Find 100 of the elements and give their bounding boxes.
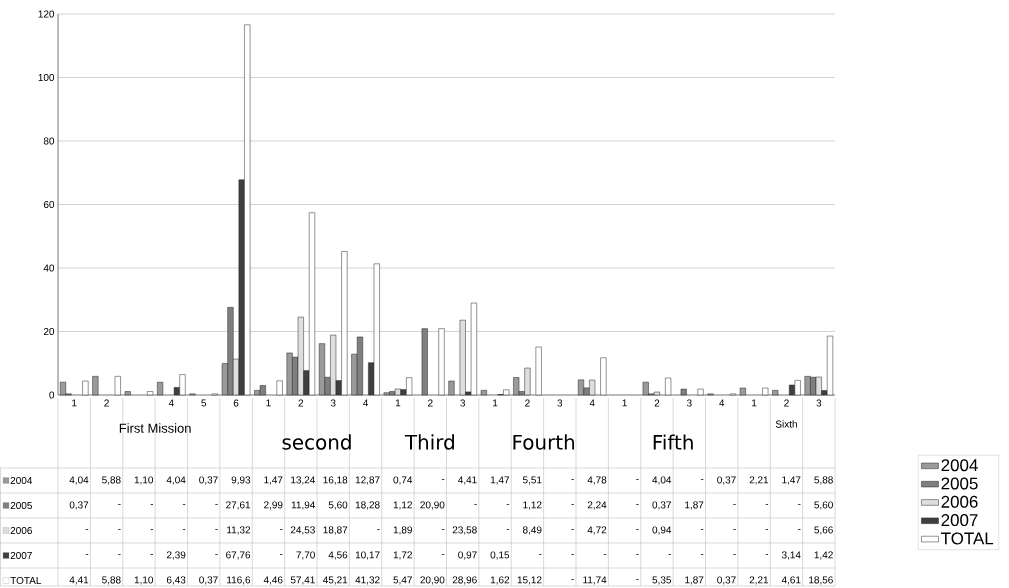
data-label: 1,47 [490, 476, 510, 485]
bar [762, 387, 769, 396]
text: - [85, 528, 89, 530]
text: - [506, 528, 510, 530]
text: - [150, 503, 153, 505]
bar [480, 390, 487, 396]
text: - [571, 478, 574, 480]
data-label: 2,21 [749, 476, 769, 485]
data-label: 4,78 [587, 476, 607, 485]
bar [535, 346, 542, 396]
data-label: 1,72 [393, 551, 412, 560]
text: - [150, 528, 153, 530]
x-tick-label: 3 [816, 399, 822, 407]
data-label: 13,24 [291, 476, 316, 485]
data-label: 0,37 [199, 476, 218, 485]
text: - [765, 553, 769, 555]
x-tick-label: 5 [201, 399, 207, 407]
data-label: 2,21 [749, 576, 769, 585]
bar [459, 319, 466, 396]
data-label: 9,93 [231, 476, 251, 485]
x-tick-label: 1 [72, 399, 77, 407]
y-tick-label: 20 [43, 327, 55, 336]
text: - [798, 528, 801, 530]
data-label: 28,96 [452, 576, 477, 585]
bar [124, 391, 131, 396]
y-tick-label: 0 [49, 391, 55, 399]
x-tick-label: 3 [686, 399, 692, 407]
text: - [765, 528, 769, 530]
data-label: 18,56 [809, 576, 833, 585]
data-label: 24,53 [290, 526, 315, 535]
data-label: 5,88 [102, 476, 121, 485]
x-tick-label: 1 [266, 399, 271, 407]
x-tick-label: 1 [752, 399, 757, 407]
text: - [280, 553, 283, 555]
data-label: 6,43 [166, 576, 186, 585]
bar [286, 352, 293, 396]
text: - [377, 528, 380, 530]
data-label: 0,37 [652, 501, 671, 510]
data-label: 0,97 [458, 551, 477, 560]
bar [318, 343, 326, 396]
data-label: 116,6 [227, 576, 251, 585]
data-label: 4,04 [652, 476, 672, 485]
data-label: 4,46 [263, 576, 283, 585]
y-tick-label: 80 [43, 137, 55, 145]
legend-label: TOTAL [941, 532, 994, 545]
bar [772, 390, 779, 396]
x-tick-label: 2 [525, 399, 530, 407]
data-label: 5,60 [814, 501, 833, 510]
text: - [506, 503, 510, 505]
text: - [798, 503, 801, 505]
bar [276, 380, 283, 396]
x-tick-label: 3 [330, 399, 336, 407]
data-label: 16,18 [323, 476, 348, 485]
text: - [571, 528, 574, 530]
data-label: 27,61 [226, 501, 251, 510]
data-label: 45,21 [322, 576, 348, 585]
text: - [441, 478, 445, 480]
text: - [733, 503, 736, 505]
bar [665, 377, 672, 396]
data-label: 4,04 [166, 476, 186, 485]
data-label: 5,35 [652, 576, 672, 585]
x-tick-label: 3 [460, 399, 466, 407]
bar [147, 391, 154, 396]
data-label: 2,39 [166, 551, 186, 560]
bar [421, 328, 428, 396]
text: - [733, 528, 736, 530]
data-label: 0,37 [69, 501, 89, 510]
bar [739, 387, 746, 396]
bar [513, 377, 520, 396]
bar [383, 392, 390, 396]
data-label: 11,94 [291, 501, 316, 510]
data-label: 15,12 [517, 576, 542, 585]
legend-label: 2006 [941, 495, 978, 508]
x-tick-label: 1 [395, 399, 401, 407]
x-tick-label: 4 [363, 399, 369, 407]
data-label: 1,12 [523, 501, 542, 510]
text: - [215, 503, 218, 505]
bar [82, 380, 89, 396]
text: - [700, 478, 704, 480]
x-tick-label: 1 [493, 399, 498, 407]
text: - [668, 553, 671, 555]
data-label: 1,87 [685, 576, 704, 585]
bar [642, 381, 649, 396]
y-tick-label: 120 [38, 10, 55, 18]
text: - [571, 553, 574, 555]
data-label: 5,66 [814, 526, 833, 535]
bar [804, 376, 811, 396]
data-label: 12,87 [355, 476, 380, 485]
text: TOTAL [10, 576, 42, 585]
text: - [441, 528, 445, 530]
data-label: 4,56 [328, 551, 348, 560]
data-label: 0,37 [199, 576, 218, 585]
data-label: 20,90 [420, 576, 445, 585]
data-label: 41,32 [355, 576, 380, 585]
bar [680, 388, 687, 396]
text: - [603, 553, 607, 555]
x-tick-label: 2 [654, 399, 660, 407]
bar [157, 381, 164, 396]
text: - [474, 503, 477, 505]
data-label: 4,41 [69, 576, 89, 585]
